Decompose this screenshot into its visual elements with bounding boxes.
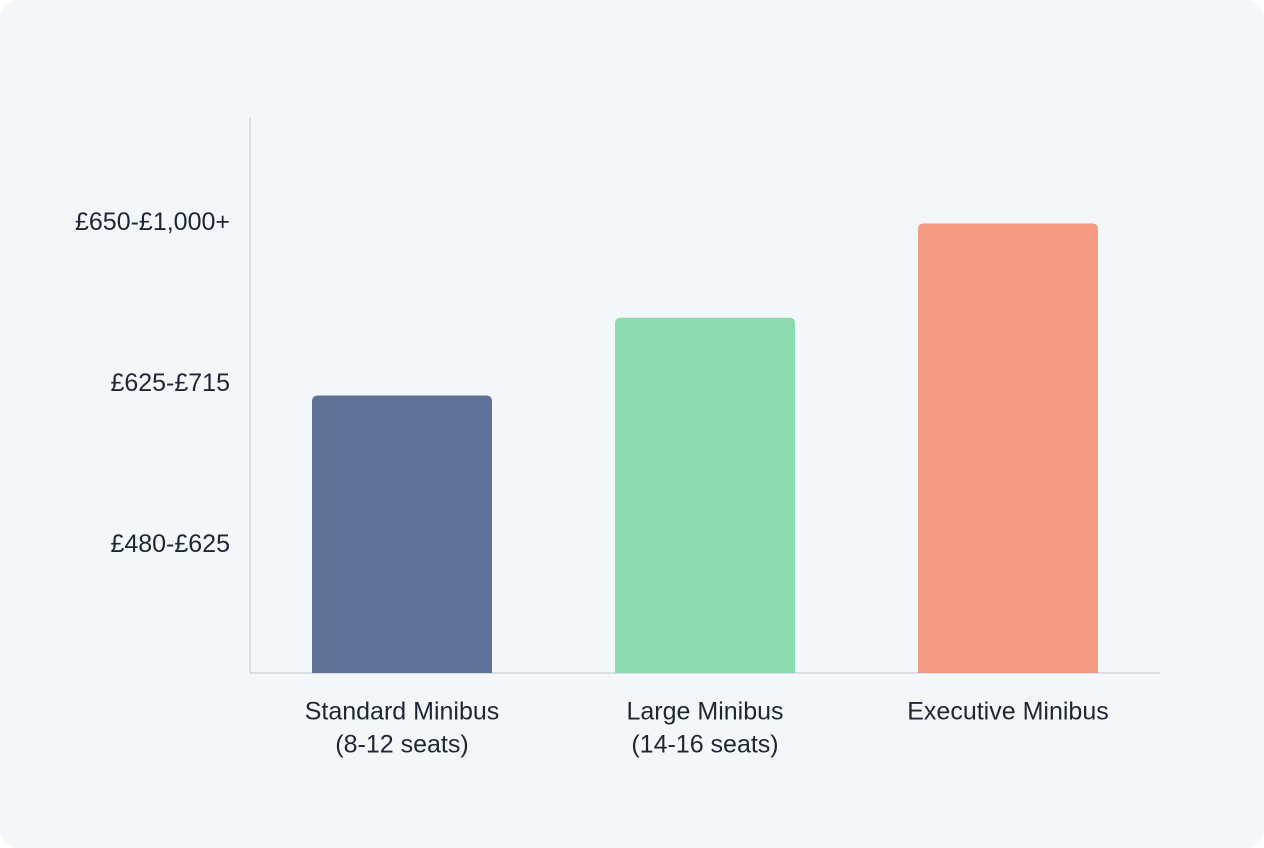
bar — [312, 395, 492, 673]
y-tick-label: £650-£1,000+ — [75, 208, 230, 236]
y-tick-label: £480-£625 — [110, 530, 230, 558]
x-tick-label: (8-12 seats) — [335, 731, 468, 759]
x-tick-label: Executive Minibus — [907, 698, 1108, 726]
x-tick-label: (14-16 seats) — [631, 731, 778, 759]
y-tick-label: £625-£715 — [110, 369, 230, 397]
bar — [918, 223, 1098, 673]
x-tick-label: Standard Minibus — [305, 698, 500, 726]
bar — [615, 317, 795, 673]
x-tick-label: Large Minibus — [626, 698, 783, 726]
